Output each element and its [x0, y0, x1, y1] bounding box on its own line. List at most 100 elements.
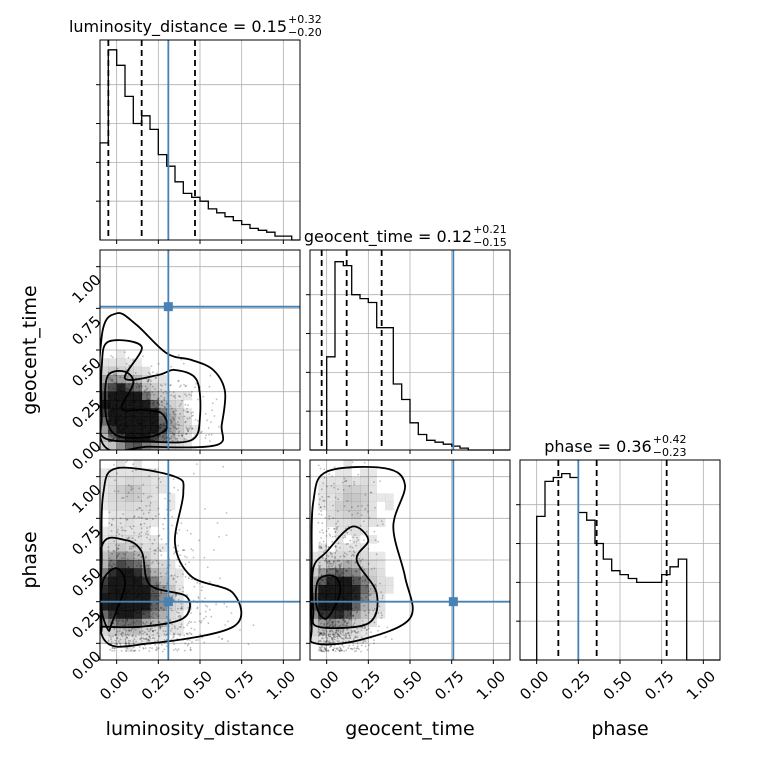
density-cell [141, 493, 151, 502]
scatter-point [133, 516, 135, 519]
scatter-point [177, 427, 180, 430]
scatter-point [215, 398, 218, 401]
scatter-point [164, 497, 167, 500]
density-cell [335, 568, 344, 577]
scatter-point [217, 426, 220, 428]
density-cell [141, 585, 151, 594]
scatter-point [318, 513, 320, 515]
scatter-point [188, 417, 191, 419]
scatter-point [182, 573, 184, 576]
scatter-point [327, 633, 330, 636]
density-cell [116, 476, 126, 486]
scatter-point [328, 625, 331, 628]
scatter-point [164, 634, 167, 637]
scatter-point [325, 634, 327, 637]
scatter-point [150, 495, 153, 498]
scatter-point [152, 620, 154, 623]
scatter-point [352, 553, 354, 556]
density-cell [100, 626, 109, 636]
scatter-point [353, 541, 356, 543]
scatter-point [343, 552, 346, 554]
scatter-point [332, 641, 334, 644]
contour-0-1-2 [100, 312, 227, 450]
density-cell [326, 518, 336, 527]
scatter-point [203, 556, 206, 559]
scatter-point [146, 627, 149, 630]
scatter-point [108, 511, 111, 514]
scatter-point [186, 428, 189, 431]
scatter-point [337, 649, 340, 651]
density-cell [166, 493, 176, 502]
scatter-point [118, 533, 121, 535]
scatter-point [172, 577, 175, 580]
scatter-point [111, 435, 113, 438]
density-cell [116, 441, 126, 450]
scatter-point [334, 566, 337, 569]
scatter-point [319, 506, 322, 509]
scatter-point [148, 635, 151, 638]
density-cell [141, 560, 151, 569]
scatter-point [227, 640, 230, 643]
scatter-point [334, 545, 337, 547]
scatter-point [190, 412, 193, 414]
density-cell [351, 476, 361, 486]
scatter-point [320, 648, 322, 651]
scatter-point [317, 464, 320, 467]
scatter-point [118, 640, 120, 642]
scatter-point [324, 560, 326, 562]
scatter-point [341, 644, 344, 646]
scatter-point [165, 508, 168, 511]
scatter-point [337, 542, 340, 545]
scatter-point [333, 647, 335, 649]
density-cell [108, 568, 117, 577]
scatter-point [150, 610, 153, 612]
scatter-point [335, 522, 338, 525]
scatter-point [324, 633, 326, 635]
scatter-point [177, 550, 179, 552]
scatter-point [117, 529, 119, 531]
scatter-point [320, 622, 323, 625]
scatter-point [379, 480, 381, 482]
scatter-point [163, 639, 166, 641]
density-cell [175, 568, 184, 577]
scatter-point [170, 422, 173, 425]
density-cell [360, 476, 369, 486]
density-cell [133, 400, 142, 409]
scatter-point [125, 461, 127, 464]
scatter-point [348, 644, 351, 647]
scatter-point [181, 435, 184, 437]
scatter-point [346, 532, 349, 534]
density-cell [100, 366, 109, 376]
scatter-point [169, 509, 172, 512]
scatter-point [129, 545, 131, 548]
scatter-point [323, 476, 326, 479]
scatter-point [345, 622, 348, 625]
scatter-point [163, 633, 166, 635]
density-cell [133, 618, 142, 627]
scatter-point [328, 560, 331, 563]
scatter-point [329, 551, 332, 554]
density-cell [133, 501, 142, 511]
scatter-point [340, 647, 342, 650]
scatter-point [173, 434, 176, 436]
scatter-point [334, 546, 337, 549]
scatter-point [173, 625, 176, 628]
scatter-point [138, 553, 141, 556]
scatter-point [138, 507, 141, 509]
scatter-point [188, 561, 190, 564]
xtick-label-1-1: 0.25 [348, 667, 384, 703]
density-cell [335, 610, 344, 619]
scatter-point [161, 404, 164, 406]
scatter-point [370, 593, 372, 596]
scatter-point [336, 526, 339, 528]
scatter-point [321, 633, 323, 636]
scatter-point [317, 493, 320, 496]
density-cell [141, 400, 151, 409]
title-luminosity_distance: luminosity_distance = 0.15 [69, 17, 287, 37]
scatter-point [188, 620, 191, 623]
scatter-point [352, 639, 355, 641]
density-cell [116, 383, 126, 392]
density-cell [150, 416, 159, 426]
scatter-point [140, 516, 143, 519]
